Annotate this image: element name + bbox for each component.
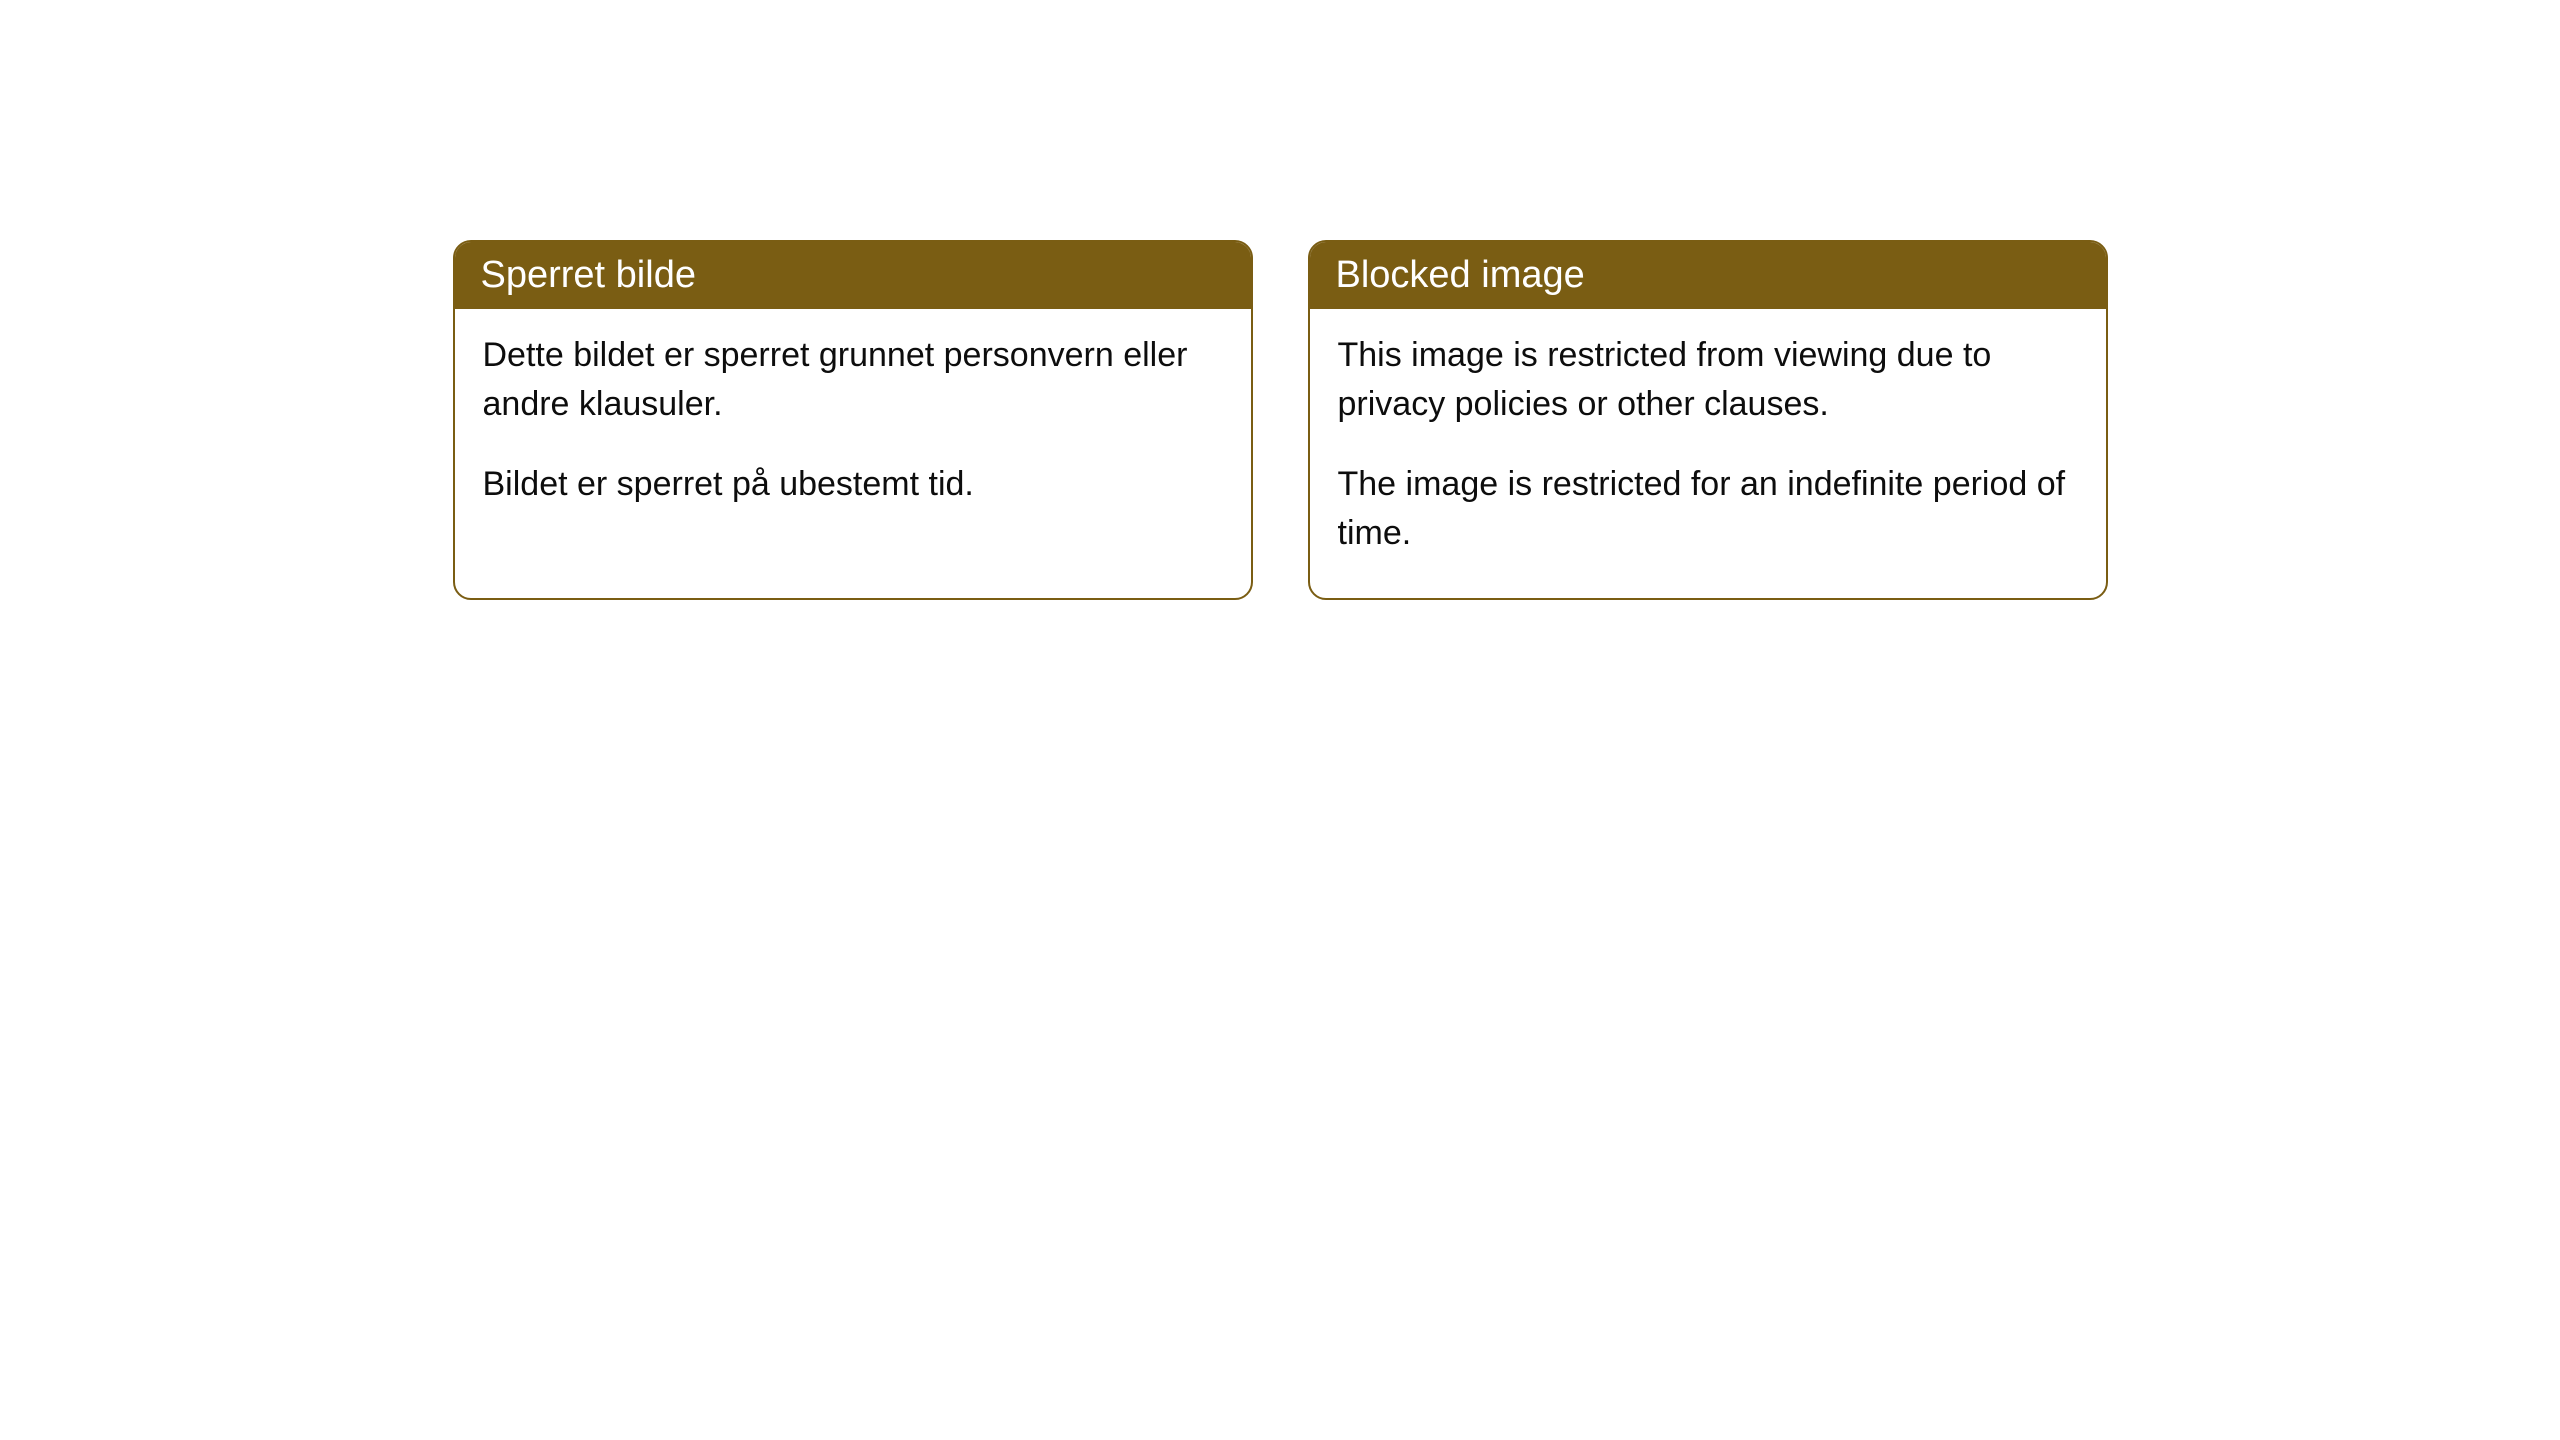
cards-container: Sperret bilde Dette bildet er sperret gr… xyxy=(450,240,2110,600)
card-paragraph: Dette bildet er sperret grunnet personve… xyxy=(483,331,1223,430)
card-header-norwegian: Sperret bilde xyxy=(455,242,1251,309)
card-header-english: Blocked image xyxy=(1310,242,2106,309)
card-title: Blocked image xyxy=(1336,254,1585,296)
card-body-norwegian: Dette bildet er sperret grunnet personve… xyxy=(455,309,1251,549)
card-title: Sperret bilde xyxy=(481,254,696,296)
card-norwegian: Sperret bilde Dette bildet er sperret gr… xyxy=(453,240,1253,600)
card-paragraph: This image is restricted from viewing du… xyxy=(1338,331,2078,430)
card-body-english: This image is restricted from viewing du… xyxy=(1310,309,2106,598)
card-english: Blocked image This image is restricted f… xyxy=(1308,240,2108,600)
card-paragraph: Bildet er sperret på ubestemt tid. xyxy=(483,460,1223,509)
card-paragraph: The image is restricted for an indefinit… xyxy=(1338,460,2078,559)
